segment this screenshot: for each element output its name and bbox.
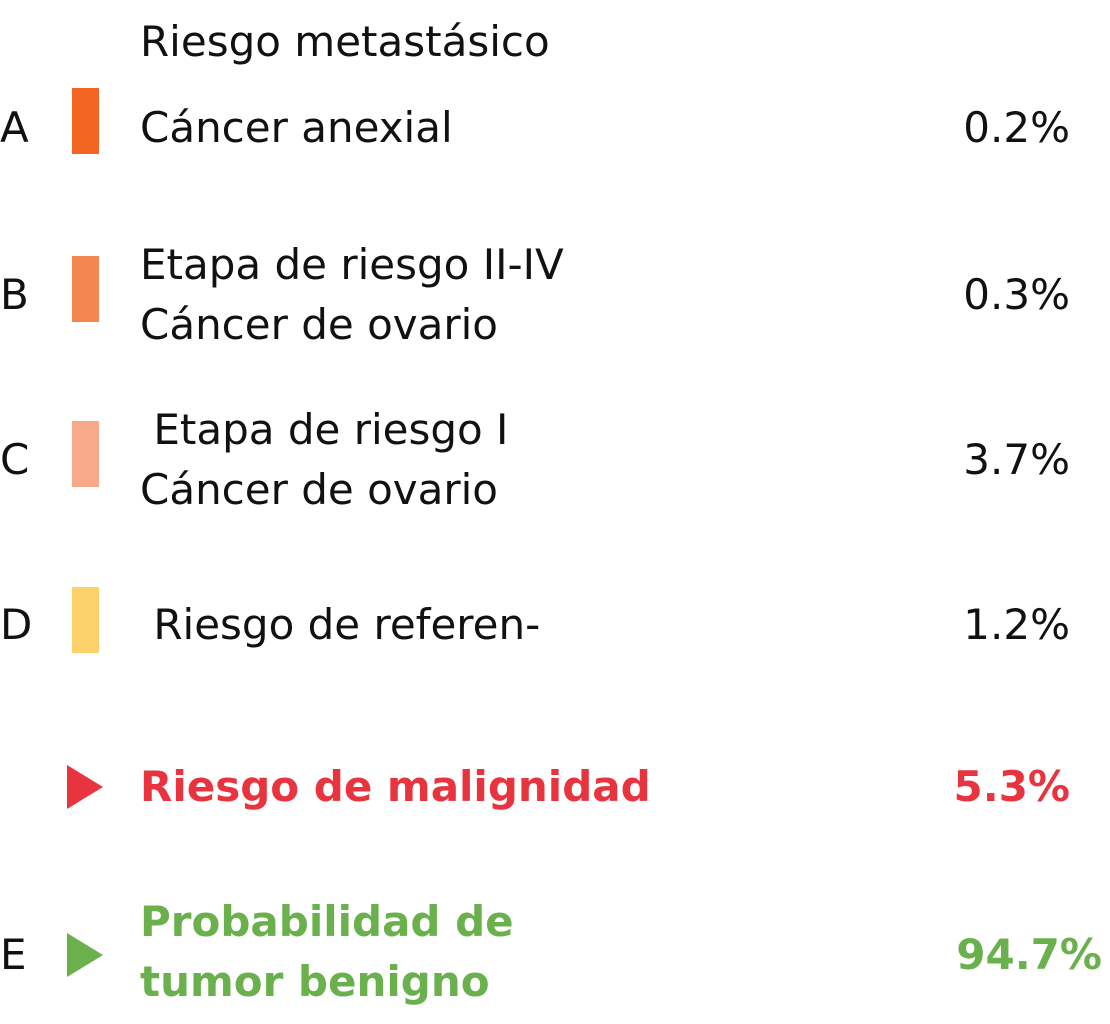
row-label: Riesgo de referen-	[140, 600, 541, 649]
row-label-2: Cáncer de ovario	[140, 300, 499, 349]
row-letter: C	[0, 435, 30, 484]
triangle-arrow-icon	[67, 765, 103, 809]
row-label: Cáncer anexial	[140, 103, 453, 152]
row-value: 1.2%	[963, 600, 1070, 649]
color-swatch	[72, 88, 99, 154]
row-letter: E	[0, 930, 27, 979]
row-value: 3.7%	[963, 435, 1070, 484]
row-letter: A	[0, 103, 29, 152]
benign-label: Probabilidad de	[140, 897, 514, 946]
benign-label-2: tumor benigno	[140, 957, 490, 1006]
color-swatch	[72, 421, 99, 487]
row-label-2: Cáncer de ovario	[140, 465, 499, 514]
color-swatch	[72, 587, 99, 653]
triangle-arrow-icon	[67, 933, 103, 977]
row-label: Etapa de riesgo II-IV	[140, 240, 564, 289]
malignancy-value: 5.3%	[953, 762, 1070, 811]
row-value: 0.2%	[963, 103, 1070, 152]
row-letter: D	[0, 600, 33, 649]
row-label: Etapa de riesgo I	[140, 405, 509, 454]
section-header: Riesgo metastásico	[140, 17, 550, 66]
color-swatch	[72, 256, 99, 322]
row-value: 0.3%	[963, 270, 1070, 319]
malignancy-label: Riesgo de malignidad	[140, 762, 651, 811]
benign-value: 94.7%	[956, 930, 1102, 979]
row-letter: B	[0, 270, 29, 319]
